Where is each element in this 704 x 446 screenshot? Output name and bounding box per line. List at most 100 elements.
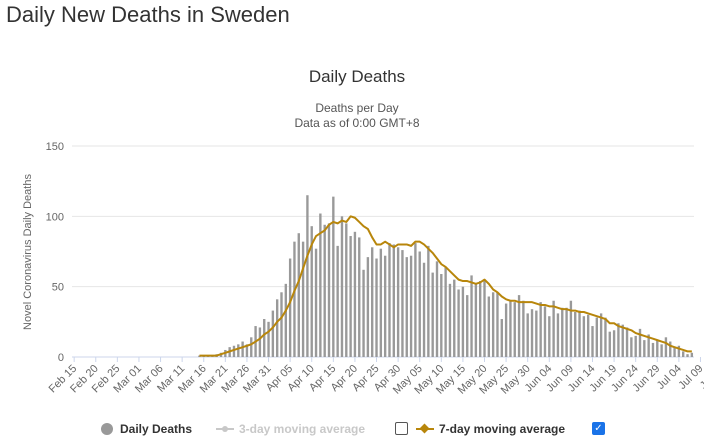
bar[interactable]	[258, 327, 262, 357]
bar[interactable]	[638, 328, 642, 357]
bar[interactable]	[444, 266, 447, 357]
bar[interactable]	[457, 289, 460, 357]
bar[interactable]	[608, 331, 611, 357]
3day-toggle-checkbox[interactable]	[395, 422, 408, 435]
bar[interactable]	[345, 223, 348, 357]
bar[interactable]	[586, 314, 590, 357]
bar[interactable]	[656, 340, 659, 357]
bar[interactable]	[466, 295, 469, 357]
bar[interactable]	[621, 324, 624, 357]
bar[interactable]	[517, 295, 521, 357]
bar[interactable]	[353, 231, 357, 357]
bar[interactable]	[582, 316, 586, 357]
bar[interactable]	[388, 243, 391, 357]
bar[interactable]	[591, 326, 594, 357]
bar[interactable]	[323, 224, 326, 357]
bar[interactable]	[647, 334, 650, 357]
bar[interactable]	[371, 247, 374, 357]
bar[interactable]	[414, 243, 417, 357]
bar[interactable]	[630, 337, 633, 357]
bar[interactable]	[362, 269, 365, 357]
bar[interactable]	[682, 351, 685, 357]
bar[interactable]	[310, 226, 313, 357]
legend-3day-average[interactable]: 3-day moving average	[216, 418, 365, 440]
bar[interactable]	[504, 303, 508, 357]
bar[interactable]	[319, 213, 322, 357]
bar[interactable]	[314, 248, 318, 357]
bar[interactable]	[232, 345, 236, 357]
bar[interactable]	[552, 300, 555, 357]
bar[interactable]	[690, 352, 694, 357]
bar[interactable]	[379, 248, 383, 357]
bar[interactable]	[401, 250, 404, 357]
bar[interactable]	[530, 309, 534, 357]
bar[interactable]	[237, 344, 240, 357]
bar[interactable]	[673, 347, 676, 357]
bar[interactable]	[435, 261, 439, 357]
bar[interactable]	[241, 341, 244, 357]
bar[interactable]	[561, 307, 564, 357]
bar[interactable]	[539, 302, 542, 357]
bar[interactable]	[297, 233, 300, 357]
bar[interactable]	[522, 300, 525, 357]
bar[interactable]	[513, 302, 516, 357]
bar[interactable]	[271, 310, 275, 357]
bar[interactable]	[405, 257, 408, 357]
bar[interactable]	[496, 292, 499, 357]
bar[interactable]	[664, 337, 668, 357]
bar[interactable]	[474, 283, 478, 357]
bar[interactable]	[509, 300, 512, 357]
bar[interactable]	[448, 283, 452, 357]
bar[interactable]	[288, 258, 292, 357]
bar[interactable]	[483, 279, 486, 357]
bar[interactable]	[677, 345, 681, 357]
bar[interactable]	[349, 236, 352, 357]
bar[interactable]	[548, 316, 551, 357]
bar[interactable]	[280, 292, 283, 357]
bar[interactable]	[625, 327, 629, 357]
bar[interactable]	[340, 216, 344, 357]
bar[interactable]	[491, 292, 495, 357]
bar[interactable]	[375, 258, 378, 357]
bar[interactable]	[595, 317, 598, 357]
bar[interactable]	[556, 313, 560, 357]
bar[interactable]	[284, 283, 287, 357]
bar[interactable]	[409, 255, 413, 357]
bar[interactable]	[267, 321, 270, 357]
7day-toggle-checkbox[interactable]: ✓	[592, 422, 605, 435]
bar[interactable]	[383, 255, 387, 357]
bar[interactable]	[617, 323, 620, 357]
bar[interactable]	[358, 237, 361, 357]
bar[interactable]	[245, 344, 249, 357]
bar[interactable]	[487, 296, 491, 357]
bar[interactable]	[306, 195, 309, 357]
bar[interactable]	[569, 300, 573, 357]
bar[interactable]	[535, 310, 538, 357]
bar[interactable]	[440, 274, 443, 357]
bar[interactable]	[669, 341, 672, 357]
bar[interactable]	[418, 251, 421, 358]
bar[interactable]	[396, 247, 400, 357]
bar[interactable]	[643, 340, 646, 357]
bar[interactable]	[651, 342, 655, 357]
bar[interactable]	[461, 286, 465, 357]
bar[interactable]	[336, 245, 339, 357]
bar[interactable]	[453, 279, 456, 357]
bar[interactable]	[431, 272, 434, 357]
bar[interactable]	[574, 311, 577, 357]
bar[interactable]	[470, 275, 473, 357]
legend-7day-average[interactable]: 7-day moving average	[416, 418, 565, 440]
bar[interactable]	[332, 196, 335, 357]
bar[interactable]	[612, 330, 616, 357]
bar[interactable]	[543, 306, 547, 357]
bar[interactable]	[427, 245, 430, 357]
bar[interactable]	[263, 319, 266, 357]
bar[interactable]	[578, 310, 581, 357]
bar[interactable]	[422, 262, 426, 357]
bar[interactable]	[327, 223, 331, 357]
bar[interactable]	[604, 317, 607, 357]
bar[interactable]	[366, 257, 370, 357]
bar[interactable]	[301, 241, 305, 357]
bar[interactable]	[686, 354, 689, 357]
bar[interactable]	[392, 244, 395, 357]
